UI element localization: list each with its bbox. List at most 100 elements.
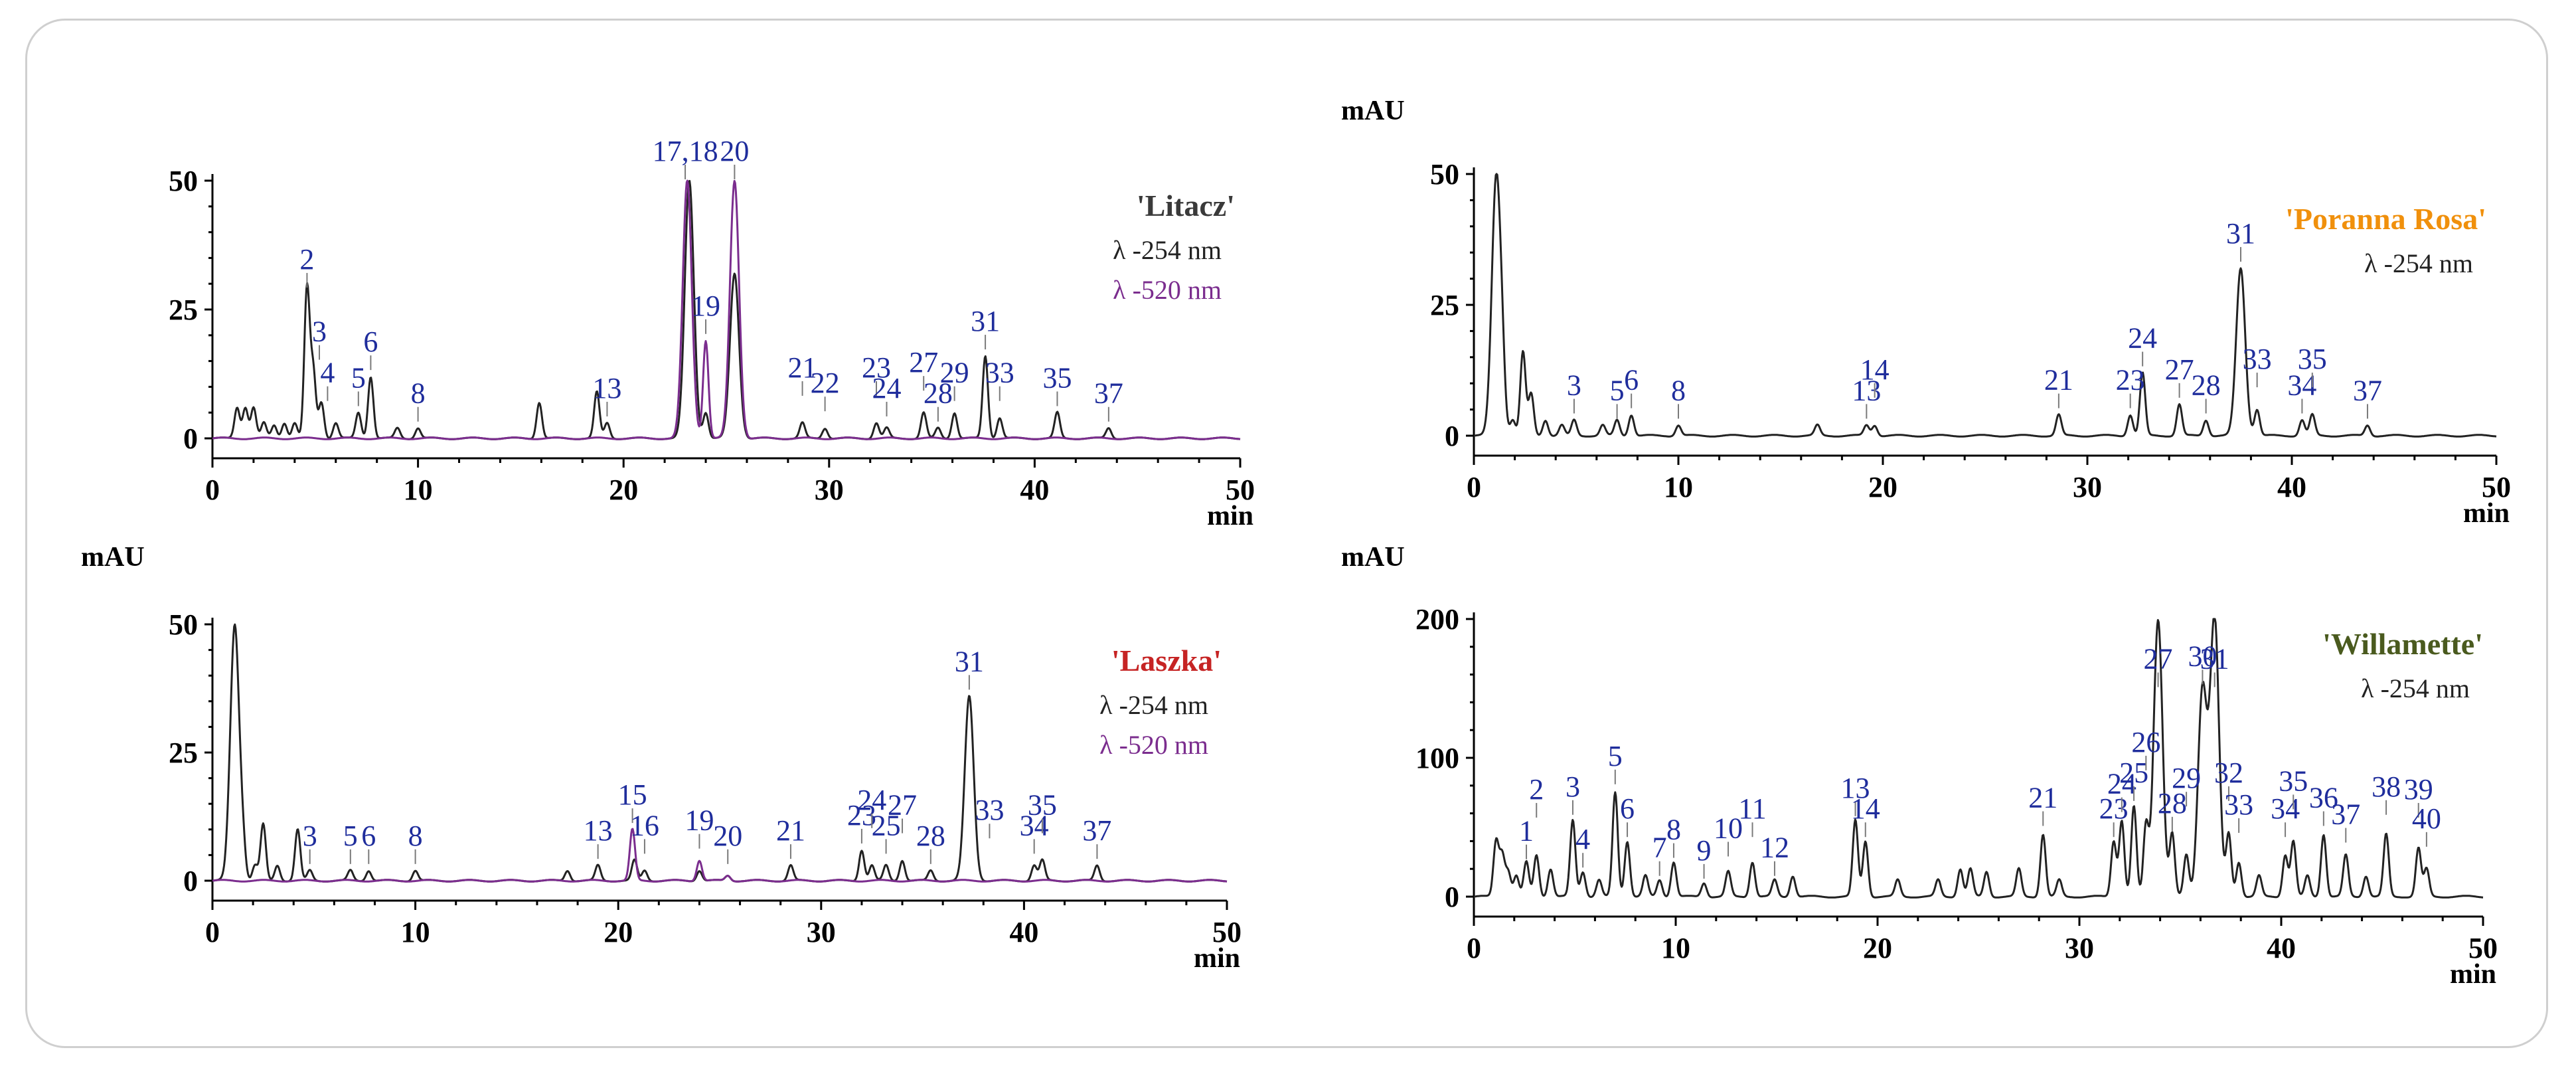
peak-label: 5 (343, 820, 358, 852)
peak-label: 33 (2224, 788, 2253, 821)
x-tick-label: 20 (609, 474, 638, 506)
legend-entry: λ -520 nm (1099, 730, 1208, 760)
peak-label: 6 (363, 325, 378, 358)
x-axis-label: min (2450, 959, 2496, 990)
legend-entry: λ -254 nm (2361, 673, 2470, 703)
peak-label: 29 (940, 357, 969, 389)
peak-label: 16 (630, 809, 659, 842)
legend-entry: λ -254 nm (2364, 248, 2473, 278)
peak-label: 20 (713, 820, 742, 852)
peak-label: 9 (1697, 834, 1712, 867)
peak-label: 34 (1020, 809, 1049, 842)
peak-label: 23 (2116, 364, 2145, 397)
x-tick-label: 0 (205, 916, 220, 948)
peak-label: 14 (1851, 792, 1880, 825)
peak-label: 5 (351, 361, 366, 394)
y-tick-label: 100 (1415, 742, 1459, 774)
peak-label: 37 (2353, 374, 2382, 406)
peak-label: 31 (2200, 643, 2229, 675)
y-tick-label: 0 (183, 422, 198, 455)
x-tick-label: 20 (1863, 932, 1892, 964)
x-tick-label: 10 (1661, 932, 1690, 964)
x-tick-label: 0 (1467, 932, 1481, 964)
peak-label: 2 (299, 243, 314, 276)
peak-label: 10 (1714, 812, 1743, 844)
peak-label: 30 (2188, 640, 2217, 672)
y-tick-label: 0 (1445, 881, 1459, 913)
x-axis-label: min (1194, 943, 1240, 974)
peak-label: 31 (955, 645, 984, 677)
series-trace-primary (1473, 618, 2484, 899)
x-tick-label: 40 (1009, 916, 1038, 948)
cultivar-title: 'Laszka' (1111, 644, 1222, 677)
x-tick-label: 50 (1226, 474, 1255, 506)
x-axis-label: min (2463, 498, 2510, 529)
y-tick-label: 0 (1445, 420, 1459, 452)
x-tick-label: 20 (604, 916, 633, 948)
peak-label: 3 (1566, 770, 1580, 803)
x-tick-label: 30 (807, 916, 836, 948)
peak-label: 32 (2214, 756, 2243, 789)
peak-label: 12 (1760, 832, 1789, 864)
peak-label: 8 (411, 377, 426, 410)
peak-label: 23 (862, 351, 891, 384)
x-tick-label: 10 (401, 916, 430, 948)
peak-label: 33 (2243, 343, 2272, 375)
x-tick-label: 40 (1020, 474, 1049, 506)
x-tick-label: 30 (2065, 932, 2094, 964)
y-tick-label: 25 (169, 737, 198, 769)
series-trace-secondary (212, 828, 1228, 883)
peak-label: 28 (924, 377, 953, 410)
peak-label: 5 (1608, 740, 1623, 772)
peak-label: 2 (1529, 773, 1544, 806)
peak-label: 40 (2412, 802, 2441, 835)
peak-label: 37 (1094, 377, 1123, 410)
peak-label: 37 (2331, 798, 2360, 831)
peak-label: 26 (2131, 726, 2160, 758)
peak-label: 13 (1841, 772, 1870, 804)
peak-label: 13 (584, 814, 613, 847)
cultivar-title: 'Poranna Rosa' (2285, 202, 2486, 236)
peak-label: 39 (2404, 773, 2433, 806)
peak-label: 17,18 (653, 135, 718, 167)
x-tick-label: 10 (1664, 471, 1693, 503)
x-tick-label: 10 (404, 474, 433, 506)
peak-label: 4 (320, 357, 335, 389)
cultivar-title: 'Litacz' (1137, 189, 1235, 222)
y-tick-label: 50 (169, 165, 198, 197)
y-axis-label: mAU (81, 542, 145, 573)
peak-label: 35 (2298, 343, 2327, 375)
x-tick-label: 50 (2468, 932, 2498, 964)
peak-label: 14 (1860, 353, 1890, 386)
y-tick-label: 50 (169, 608, 198, 641)
peak-label: 8 (408, 820, 423, 852)
peak-label: 6 (361, 820, 376, 852)
peak-label: 25 (2119, 756, 2148, 789)
peak-label: 6 (1624, 364, 1639, 397)
x-tick-label: 20 (1868, 471, 1897, 503)
peak-label: 19 (691, 290, 720, 322)
peak-label: 25 (872, 809, 901, 842)
peak-label: 24 (2128, 322, 2157, 355)
peak-label: 35 (2279, 764, 2308, 797)
x-tick-label: 50 (1212, 916, 1242, 948)
peak-label: 28 (2192, 369, 2221, 401)
peak-label: 33 (975, 794, 1004, 826)
peak-label: 35 (1028, 789, 1057, 822)
peak-label: 31 (971, 305, 1000, 337)
figure-frame (25, 19, 2548, 1048)
legend-entry: λ -520 nm (1113, 275, 1222, 305)
legend-entry: λ -254 nm (1099, 690, 1208, 720)
series-trace-secondary (212, 179, 1241, 440)
y-tick-label: 0 (183, 865, 198, 897)
peak-label: 24 (2107, 768, 2136, 800)
x-tick-label: 40 (2267, 932, 2296, 964)
y-tick-label: 200 (1415, 603, 1459, 636)
peak-label: 13 (592, 372, 621, 404)
y-axis-label: mAU (1341, 542, 1405, 573)
y-tick-label: 50 (1430, 158, 1459, 191)
peak-label: 35 (1042, 361, 1072, 394)
peak-label: 38 (2372, 770, 2401, 803)
